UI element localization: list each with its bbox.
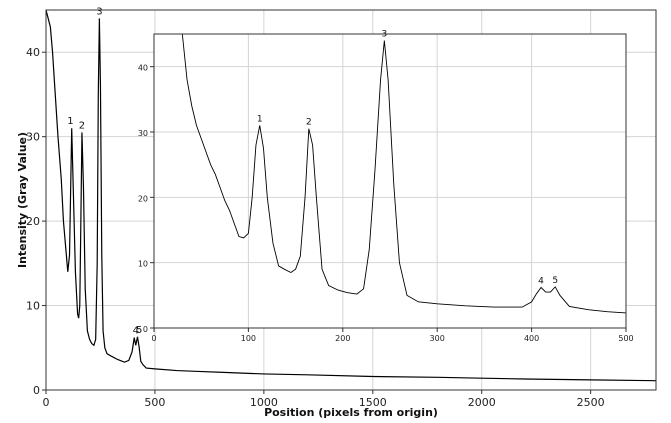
inset-plot-frame xyxy=(153,33,627,329)
main-y-tick-label: 40 xyxy=(26,46,40,59)
x-axis-title: Position (pixels from origin) xyxy=(264,406,438,419)
main-peak-label: 4 xyxy=(133,326,139,337)
main-plot-frame xyxy=(45,9,657,391)
main-x-tick-label: 2500 xyxy=(577,396,605,409)
inset-x-tick-label: 100 xyxy=(241,334,256,343)
inset-x-tick-label: 0 xyxy=(151,334,156,343)
main-y-tick-label: 10 xyxy=(26,300,40,313)
inset-x-tick-label: 400 xyxy=(524,334,539,343)
inset-peak-label: 1 xyxy=(257,114,263,124)
inset-peak-label: 2 xyxy=(306,118,312,128)
main-peak-label: 2 xyxy=(79,120,85,131)
main-peak-label: 3 xyxy=(96,6,102,17)
inset-peak-label: 5 xyxy=(552,276,558,286)
inset-y-tick-label: 0 xyxy=(143,325,148,334)
main-y-tick-label: 30 xyxy=(26,131,40,144)
inset-intensity-profile-line xyxy=(181,33,627,314)
inset-x-tick-label: 500 xyxy=(618,334,633,343)
inset-y-tick-label: 20 xyxy=(138,194,148,203)
main-peak-label: 5 xyxy=(136,325,142,336)
inset-y-tick-label: 30 xyxy=(138,129,148,138)
main-y-tick-label: 0 xyxy=(33,384,40,397)
main-intensity-profile-line xyxy=(45,9,657,382)
inset-y-tick-label: 10 xyxy=(138,260,148,269)
inset-peak-label: 4 xyxy=(538,276,544,286)
main-x-tick-label: 500 xyxy=(144,396,165,409)
inset-x-tick-label: 300 xyxy=(430,334,445,343)
y-axis-title: Intensity (Gray Value) xyxy=(16,132,29,268)
inset-y-tick-label: 40 xyxy=(138,64,148,73)
main-x-tick-label: 0 xyxy=(43,396,50,409)
main-x-tick-label: 1500 xyxy=(359,396,387,409)
inset-x-tick-label: 200 xyxy=(335,334,350,343)
main-x-tick-label: 2000 xyxy=(468,396,496,409)
main-x-tick-label: 1000 xyxy=(250,396,278,409)
main-peak-label: 1 xyxy=(67,116,73,127)
main-y-tick-label: 20 xyxy=(26,215,40,228)
inset-plot-area xyxy=(154,34,626,328)
inset-peak-label: 3 xyxy=(381,30,387,40)
